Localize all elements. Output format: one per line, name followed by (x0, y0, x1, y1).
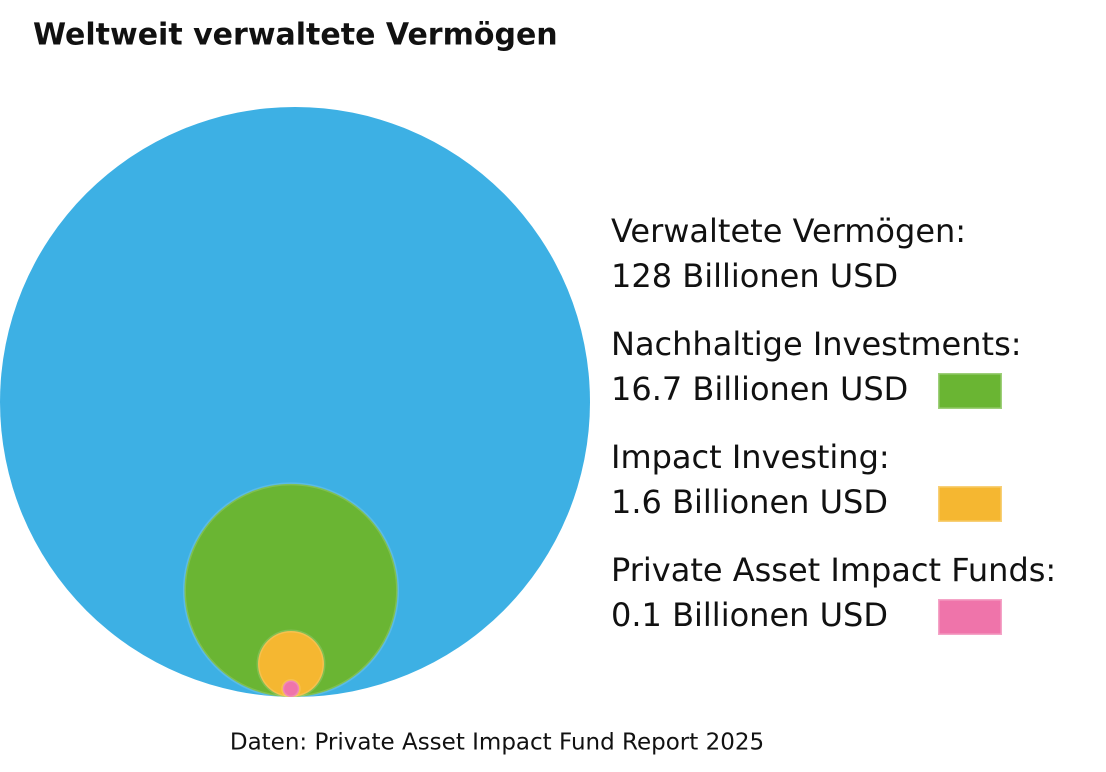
bubble (0, 107, 590, 697)
legend-value: 16.7 Billionen USD (611, 370, 908, 408)
legend-value: 0.1 Billionen USD (611, 596, 888, 634)
chart-title: Weltweit verwaltete Vermögen (33, 18, 558, 53)
source-note: Daten: Private Asset Impact Fund Report … (230, 730, 764, 756)
legend-label: Impact Investing: (611, 438, 890, 476)
legend-swatch (936, 484, 1004, 524)
legend-label: Verwaltete Vermögen: (611, 212, 966, 250)
legend-value: 1.6 Billionen USD (611, 483, 888, 521)
legend-swatch (936, 371, 1004, 411)
legend-swatch (936, 597, 1004, 637)
legend-label: Nachhaltige Investments: (611, 325, 1022, 363)
legend-value: 128 Billionen USD (611, 257, 898, 295)
legend-label: Private Asset Impact Funds: (611, 551, 1056, 589)
bubble (281, 679, 301, 699)
